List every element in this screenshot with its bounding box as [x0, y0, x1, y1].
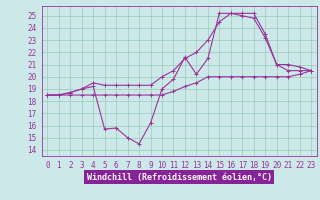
- X-axis label: Windchill (Refroidissement éolien,°C): Windchill (Refroidissement éolien,°C): [87, 173, 272, 182]
